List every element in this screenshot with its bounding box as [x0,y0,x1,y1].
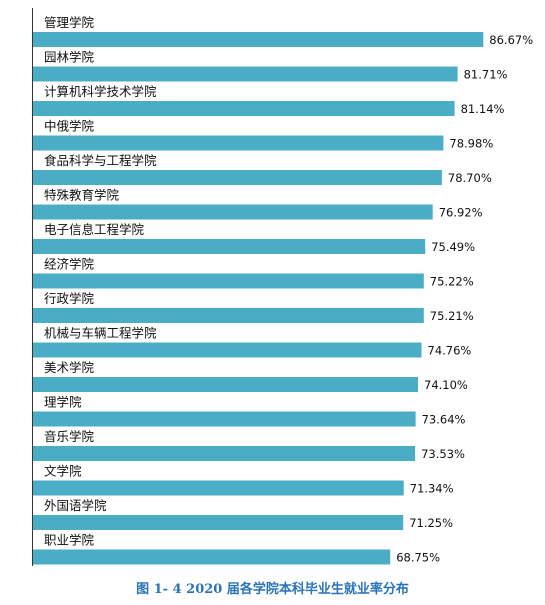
category-label: 职业学院 [44,533,95,548]
category-label: 管理学院 [44,15,95,30]
value-label: 75.22% [430,275,474,289]
category-label: 音乐学院 [44,429,95,444]
category-label: 计算机科学技术学院 [44,84,157,99]
value-label: 68.75% [396,551,440,565]
category-label: 外国语学院 [44,498,107,513]
category-label: 文学院 [44,464,82,479]
bar [33,66,458,82]
bar [33,549,391,565]
bar [33,377,418,392]
bar [33,204,433,220]
bar [33,273,424,289]
category-label: 机械与车辆工程学院 [44,326,157,341]
value-label: 73.64% [422,413,466,427]
bar [33,239,426,254]
value-label: 81.14% [461,102,505,116]
category-label: 中俄学院 [44,119,95,134]
category-label: 电子信息工程学院 [44,222,145,237]
value-label: 74.76% [428,344,472,358]
value-label: 71.25% [409,516,453,530]
bar [33,308,424,323]
bar [33,101,455,116]
bar [33,480,404,496]
bar-group: 管理学院 86.67% 园林学院 81.71% 计算机科学技术学院 81.14% 中俄学院 7… [33,15,533,565]
value-label: 75.49% [431,240,475,254]
value-label: 71.34% [410,482,454,496]
value-label: 81.71% [464,68,508,82]
bar [33,515,404,530]
category-label: 行政学院 [44,291,95,306]
bar [33,446,416,461]
value-label: 78.70% [448,171,492,185]
value-label: 76.92% [439,206,483,220]
category-label: 理学院 [44,395,82,410]
value-label: 78.98% [449,137,493,151]
category-label: 特殊教育学院 [44,188,120,203]
category-label: 美术学院 [44,360,95,375]
bar [33,170,442,185]
bar [33,32,484,47]
bar [33,411,416,427]
value-label: 73.53% [421,447,465,461]
category-label: 经济学院 [44,257,95,272]
category-label: 食品科学与工程学院 [44,153,157,168]
category-label: 园林学院 [44,50,95,65]
value-label: 74.10% [424,378,468,392]
value-label: 86.67% [489,33,533,47]
bar [33,135,444,151]
value-label: 75.21% [430,309,474,323]
bar [33,342,422,358]
figure-caption: 图 1- 4 2020 届各学院本科毕业生就业率分布 [136,582,409,597]
